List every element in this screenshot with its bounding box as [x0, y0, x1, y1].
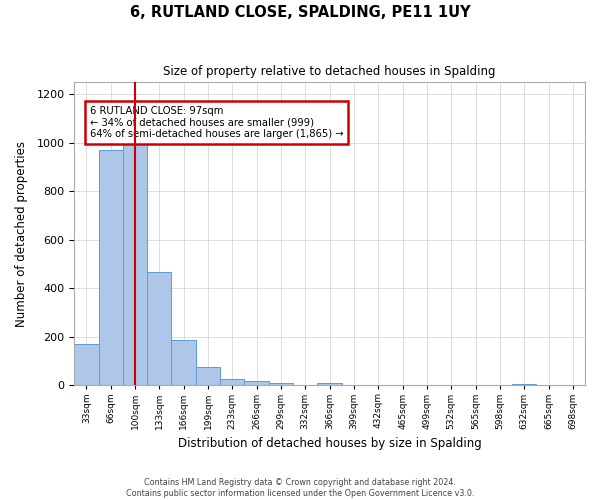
Title: Size of property relative to detached houses in Spalding: Size of property relative to detached ho…: [163, 65, 496, 78]
Bar: [512, 384, 536, 386]
Bar: [269, 383, 293, 386]
Text: 6, RUTLAND CLOSE, SPALDING, PE11 1UY: 6, RUTLAND CLOSE, SPALDING, PE11 1UY: [130, 5, 470, 20]
Bar: [147, 272, 172, 386]
Text: Contains HM Land Registry data © Crown copyright and database right 2024.
Contai: Contains HM Land Registry data © Crown c…: [126, 478, 474, 498]
Bar: [98, 150, 123, 386]
Y-axis label: Number of detached properties: Number of detached properties: [15, 140, 28, 326]
Bar: [196, 367, 220, 386]
X-axis label: Distribution of detached houses by size in Spalding: Distribution of detached houses by size …: [178, 437, 481, 450]
Bar: [244, 381, 269, 386]
Bar: [317, 383, 342, 386]
Bar: [220, 380, 244, 386]
Text: 6 RUTLAND CLOSE: 97sqm
← 34% of detached houses are smaller (999)
64% of semi-de: 6 RUTLAND CLOSE: 97sqm ← 34% of detached…: [89, 106, 343, 140]
Bar: [172, 340, 196, 386]
Bar: [123, 142, 147, 386]
Bar: [74, 344, 98, 386]
